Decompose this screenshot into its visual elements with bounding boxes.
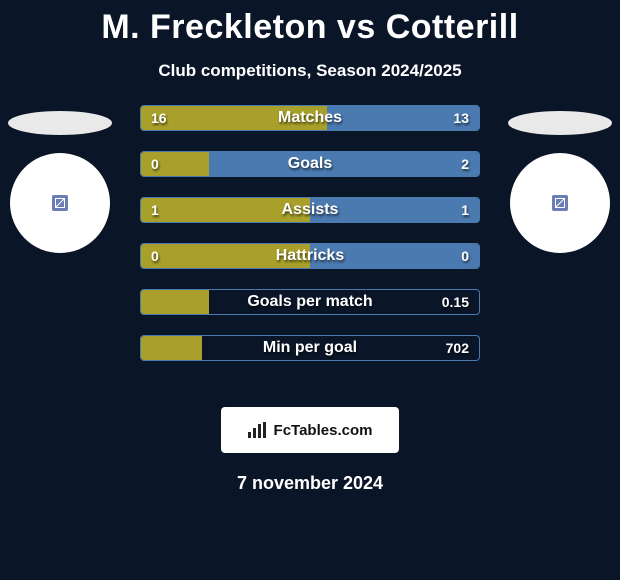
subtitle: Club competitions, Season 2024/2025 bbox=[0, 61, 620, 81]
stat-value-right: 0.15 bbox=[442, 294, 469, 310]
stat-bar-right-fill bbox=[310, 244, 479, 268]
player-right bbox=[508, 111, 612, 253]
stat-bar: Assists11 bbox=[140, 197, 480, 223]
player-right-avatar bbox=[510, 153, 610, 253]
page-title: M. Freckleton vs Cotterill bbox=[0, 8, 620, 47]
stat-bar: Hattricks00 bbox=[140, 243, 480, 269]
bar-chart-icon bbox=[248, 422, 268, 438]
stat-bar-left-fill bbox=[141, 244, 310, 268]
player-right-badge bbox=[508, 111, 612, 135]
stat-bar: Goals02 bbox=[140, 151, 480, 177]
comparison-stage: Matches1613Goals02Assists11Hattricks00Go… bbox=[0, 111, 620, 401]
brand-label: FcTables.com bbox=[274, 422, 373, 439]
player-left-avatar bbox=[10, 153, 110, 253]
stat-bar-left-fill bbox=[141, 198, 310, 222]
placeholder-image-icon bbox=[52, 195, 68, 211]
stat-value-right: 702 bbox=[446, 340, 469, 356]
comparison-card: M. Freckleton vs Cotterill Club competit… bbox=[0, 0, 620, 494]
stat-bar-right-fill bbox=[327, 106, 479, 130]
stat-bar-left-fill bbox=[141, 336, 202, 360]
stat-bar-left-fill bbox=[141, 152, 209, 176]
stat-bar-right-fill bbox=[310, 198, 479, 222]
stat-bar: Min per goal702 bbox=[140, 335, 480, 361]
date-label: 7 november 2024 bbox=[0, 473, 620, 494]
player-left-badge bbox=[8, 111, 112, 135]
brand-pill[interactable]: FcTables.com bbox=[221, 407, 399, 453]
stat-bar: Goals per match0.15 bbox=[140, 289, 480, 315]
stat-bar-left-fill bbox=[141, 106, 327, 130]
stat-bar: Matches1613 bbox=[140, 105, 480, 131]
stat-bar-left-fill bbox=[141, 290, 209, 314]
stat-bars: Matches1613 Goals02 Assists11 Hattricks00 Go… bbox=[140, 105, 480, 361]
player-left bbox=[8, 111, 112, 253]
placeholder-image-icon bbox=[552, 195, 568, 211]
stat-bar-right-fill bbox=[209, 152, 479, 176]
